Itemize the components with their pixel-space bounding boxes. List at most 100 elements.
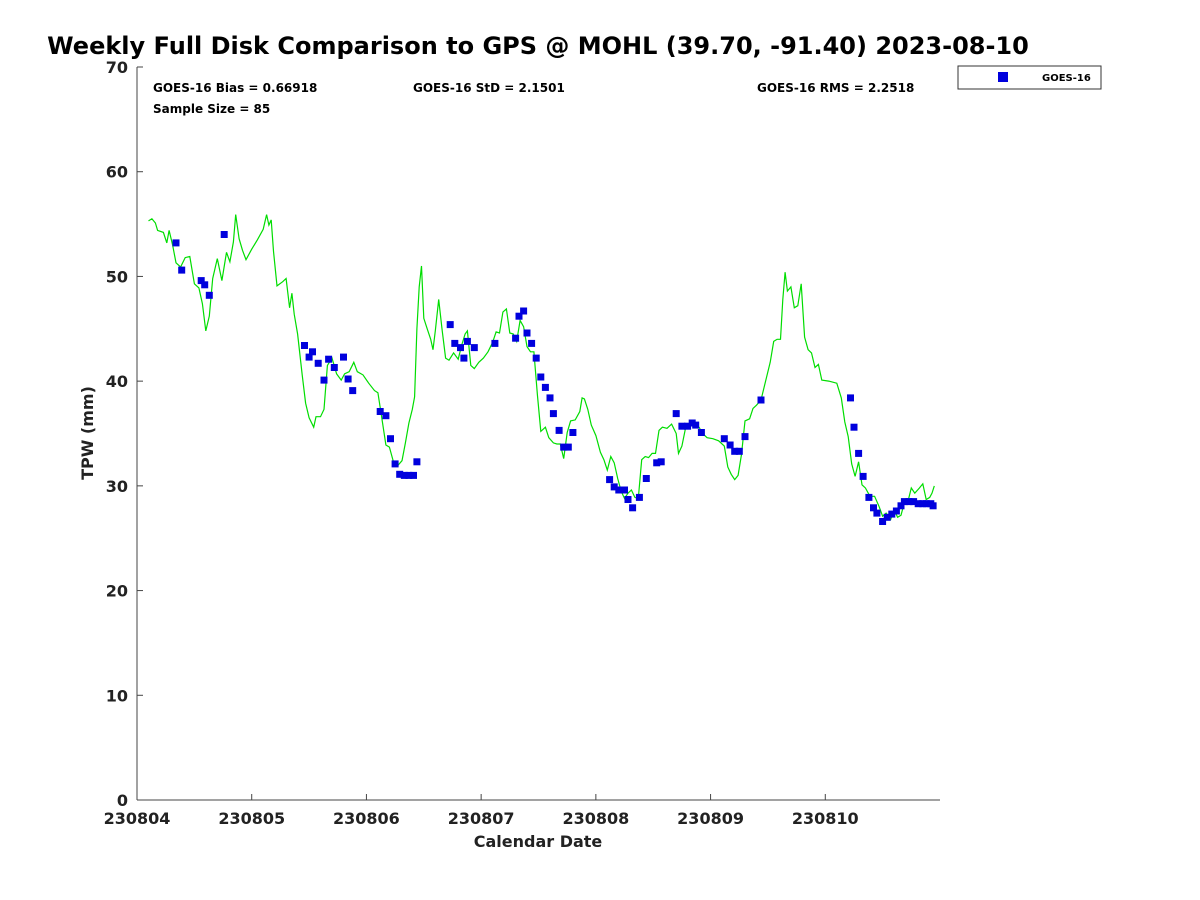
y-axis-ticks: 0 10 20 30 40 50 60 70 (106, 58, 143, 810)
goes16-point (220, 231, 228, 238)
goes16-point (657, 458, 665, 466)
goes16-point (905, 498, 913, 506)
goes16-point (621, 486, 628, 494)
bias-stat: GOES-16 Bias = 0.66918 (153, 81, 317, 95)
goes16-point (879, 518, 887, 525)
y-axis-label: TPW (mm) (78, 386, 97, 480)
goes16-point (850, 423, 858, 431)
goes16-point (515, 312, 523, 320)
goes16-point (349, 387, 357, 395)
goes16-point (523, 329, 531, 337)
x-tick-label: 230809 (677, 809, 744, 828)
goes16-point (382, 412, 390, 420)
chart-title: Weekly Full Disk Comparison to GPS @ MOH… (47, 32, 1029, 60)
goes16-point (855, 449, 863, 457)
goes16-point (172, 239, 180, 247)
goes16-point (470, 344, 478, 352)
plot-area (136, 67, 940, 801)
x-axis-label: Calendar Date (474, 832, 603, 851)
goes16-point (344, 375, 352, 383)
goes16-point (528, 339, 536, 347)
goes16-point (520, 307, 528, 315)
goes16-point (537, 373, 545, 381)
goes16-series (172, 231, 937, 525)
x-tick-label: 230808 (562, 809, 629, 828)
goes16-point (914, 500, 922, 508)
goes16-point (720, 435, 728, 443)
goes16-point (396, 470, 404, 478)
goes16-point (615, 486, 623, 494)
goes16-point (178, 266, 186, 274)
goes16-point (197, 277, 205, 285)
goes16-point (549, 410, 557, 418)
goes16-point (888, 510, 896, 518)
y-tick-label: 40 (106, 372, 128, 391)
goes16-point (460, 354, 468, 362)
goes16-point (301, 342, 308, 349)
x-tick-label: 230807 (448, 809, 515, 828)
goes16-point (413, 458, 421, 466)
goes16-point (320, 376, 328, 384)
goes16-point (859, 472, 867, 480)
sample-size-stat: Sample Size = 85 (153, 102, 270, 116)
goes16-point (735, 447, 743, 455)
goes16-point (900, 498, 908, 506)
goes16-point (201, 281, 209, 289)
goes16-point (314, 359, 322, 367)
goes16-point (865, 493, 873, 501)
goes16-point (897, 502, 905, 510)
goes16-point (564, 443, 572, 451)
goes16-point (870, 504, 877, 512)
rms-stat: GOES-16 RMS = 2.2518 (757, 81, 914, 95)
y-tick-label: 10 (106, 686, 128, 705)
goes16-point (400, 471, 408, 479)
goes16-point (555, 426, 563, 434)
goes16-point (624, 496, 632, 503)
goes16-point (546, 394, 554, 402)
goes16-point (741, 433, 749, 441)
goes16-point (653, 459, 661, 467)
goes16-point (391, 460, 399, 468)
goes16-point (635, 493, 643, 501)
goes16-point (512, 334, 520, 342)
gps-line (148, 214, 935, 521)
goes16-point (463, 337, 471, 345)
goes16-point (569, 429, 577, 436)
gps-series (148, 214, 935, 521)
y-tick-label: 70 (106, 58, 128, 77)
goes16-point (205, 291, 213, 299)
std-stat: GOES-16 StD = 2.1501 (413, 81, 565, 95)
goes16-point (340, 353, 347, 361)
goes16-point (910, 498, 918, 506)
y-tick-label: 30 (106, 477, 128, 496)
goes16-point (405, 471, 413, 479)
goes16-point (376, 408, 384, 415)
goes16-point (692, 421, 700, 429)
y-tick-label: 0 (117, 791, 128, 810)
goes16-point (457, 344, 464, 352)
goes16-point (446, 321, 454, 329)
x-tick-label: 230804 (104, 809, 171, 828)
legend-label: GOES-16 (1042, 73, 1091, 84)
x-axis-ticks: 230804 230805 230806 230807 230808 230809 2308… (104, 794, 859, 828)
goes16-point (922, 500, 930, 508)
goes16-point (606, 476, 614, 484)
goes16-point (305, 353, 313, 361)
legend-box (957, 65, 1102, 90)
goes16-point (532, 354, 540, 362)
legend: GOES-16 (957, 65, 1102, 90)
goes16-point (330, 364, 338, 371)
goes16-point (678, 422, 686, 430)
goes16-point (672, 410, 680, 418)
goes16-point (325, 355, 333, 363)
goes16-point (731, 447, 739, 455)
goes16-point (560, 443, 568, 451)
legend-marker (998, 72, 1008, 82)
goes16-point (387, 435, 394, 443)
goes16-point (892, 507, 900, 515)
goes16-point (642, 475, 650, 482)
y-tick-label: 60 (106, 163, 128, 182)
y-tick-label: 20 (106, 582, 128, 601)
goes16-point (541, 383, 549, 391)
